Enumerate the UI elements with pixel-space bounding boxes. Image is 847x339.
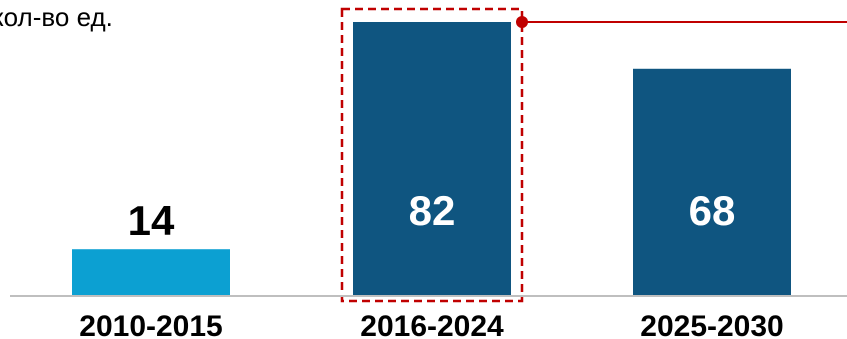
value-label-2016-2024: 82 xyxy=(409,187,456,234)
unit-label: кол-во ед. xyxy=(0,2,113,32)
category-label-2016-2024: 2016-2024 xyxy=(360,310,504,339)
value-label-2025-2030: 68 xyxy=(689,187,736,234)
category-label-2010-2015: 2010-2015 xyxy=(79,310,222,339)
highlight-group xyxy=(340,7,847,303)
bar-2010-2015 xyxy=(72,249,230,296)
callout-dot xyxy=(516,16,528,28)
highlight-box xyxy=(340,7,524,303)
bar-2025-2030 xyxy=(633,68,791,296)
category-labels-group: 2010-2015 2016-2024 2025-2030 xyxy=(79,310,783,339)
value-labels-group: 14 82 68 xyxy=(128,187,736,244)
category-label-2025-2030: 2025-2030 xyxy=(640,310,783,339)
bars-group xyxy=(72,22,791,296)
value-label-2010-2015: 14 xyxy=(128,197,175,244)
bar-2016-2024 xyxy=(353,22,511,296)
